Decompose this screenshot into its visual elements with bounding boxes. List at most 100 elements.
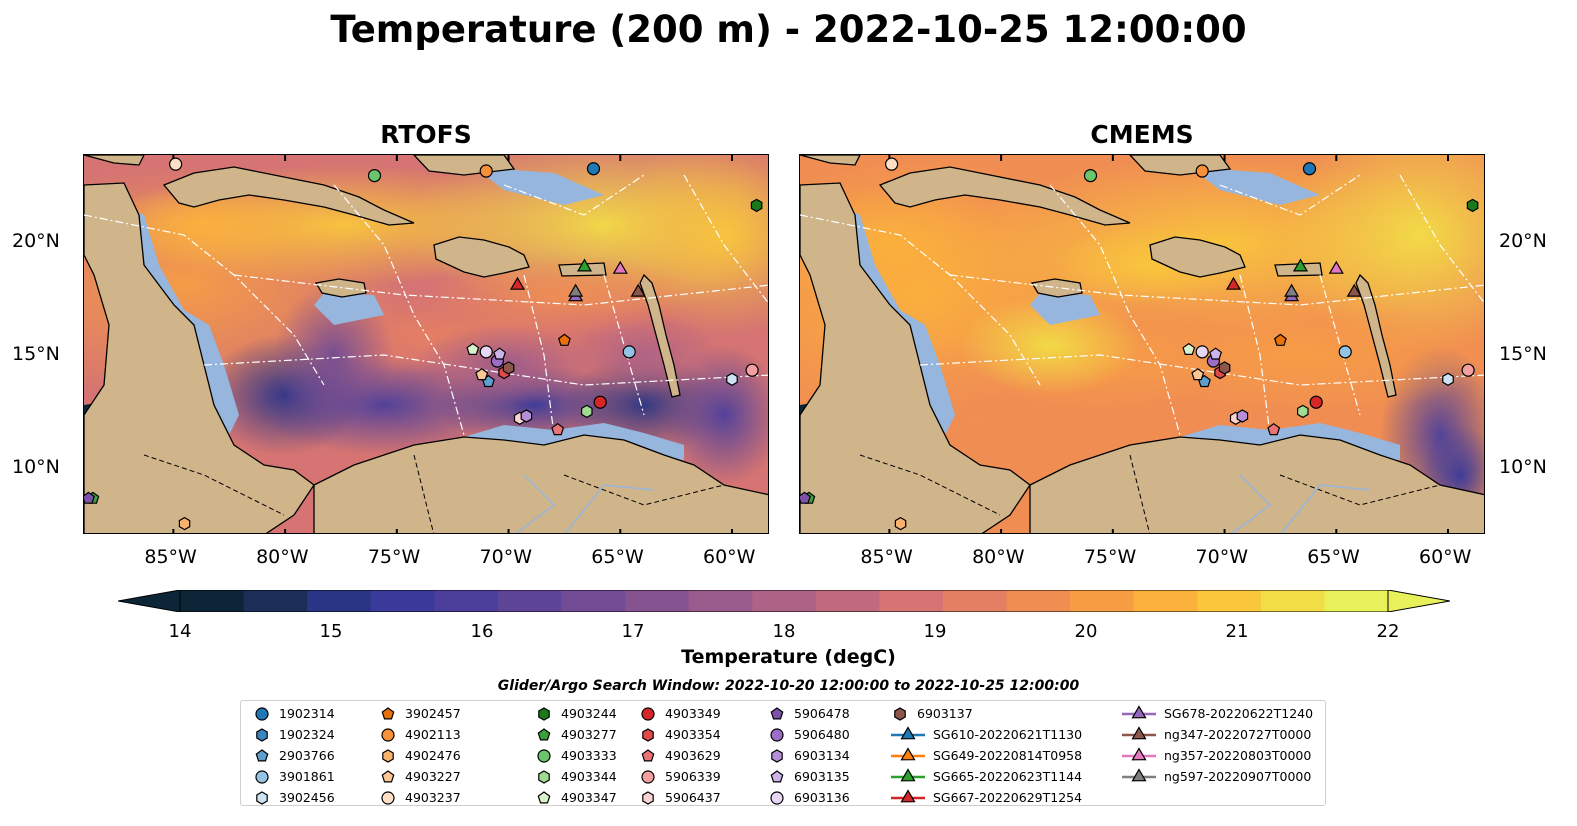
y-tick-label-right: 10°N [1499, 456, 1547, 478]
land-polygon [639, 273, 681, 398]
colorbar-frame [179, 590, 1389, 612]
legend-label: 5906437 [665, 789, 721, 805]
legend-item: 5906478 [768, 704, 850, 722]
eez-boundary-line [233, 274, 768, 306]
observation-marker [1284, 283, 1300, 297]
legend-item: 4902113 [379, 725, 461, 743]
legend-item: SG665-20220623T1144 [891, 767, 1082, 785]
legend-circle-icon [770, 791, 784, 805]
observation-marker [1225, 276, 1242, 290]
observation-marker [612, 260, 628, 274]
legend-item: SG678-20220622T1240 [1122, 704, 1313, 722]
legend-hexagon-icon [538, 770, 550, 784]
observation-marker [1302, 162, 1317, 176]
colorbar-title: Temperature (degC) [681, 646, 896, 668]
observation-marker [630, 283, 646, 297]
shallow-shelf-area [474, 167, 604, 205]
legend-item: SG667-20220629T1254 [891, 788, 1082, 806]
legend-line-triangle-icon [1122, 705, 1156, 719]
colorbar-segment [497, 590, 563, 612]
legend-label: 4903629 [665, 747, 721, 763]
legend-label: 4903347 [561, 789, 617, 805]
legend-item: ng347-20220727T0000 [1122, 725, 1311, 743]
temperature-field-patch [1100, 295, 1484, 415]
x-tick-label: 70°W [1195, 546, 1249, 568]
observation-marker [581, 404, 593, 419]
river-line [1231, 474, 1272, 533]
observation-marker [479, 345, 493, 359]
legend-label: 3901861 [279, 768, 335, 784]
legend-circle-icon [255, 707, 269, 721]
legend-item: 6903135 [768, 767, 850, 785]
land-polygon [1029, 434, 1484, 533]
colorbar-tick-label: 17 [621, 621, 645, 642]
colorbar-tick-label: 21 [1225, 621, 1249, 642]
eez-boundary-line [1399, 174, 1484, 304]
legend-label: 4903349 [665, 705, 721, 721]
observation-marker [1461, 363, 1475, 377]
y-tick-label-right: 15°N [1499, 343, 1547, 365]
legend-item: 5906437 [639, 788, 721, 806]
map-panel-cmems [799, 154, 1485, 534]
legend-circle-icon [641, 707, 655, 721]
map-canvas-rtofs [84, 155, 768, 533]
legend-hexagon-icon [256, 728, 268, 742]
observation-marker [1292, 258, 1309, 272]
legend-line-triangle-icon [1122, 726, 1156, 740]
observation-marker [622, 345, 636, 359]
observation-marker [750, 198, 763, 213]
legend-line-triangle-icon [891, 726, 925, 740]
figure-title: Temperature (200 m) - 2022-10-25 12:00:0… [330, 8, 1247, 51]
legend-label: 6903134 [794, 747, 850, 763]
legend-circle-icon [537, 749, 551, 763]
legend-item: 1902324 [253, 725, 335, 743]
legend-line-triangle-icon [891, 768, 925, 782]
legend-item: 2903766 [253, 746, 335, 764]
legend-line-triangle-icon [1122, 747, 1156, 761]
legend-item: 3902457 [379, 704, 461, 722]
legend-item: 4903227 [379, 767, 461, 785]
shallow-shelf-area [314, 293, 384, 325]
observation-marker [1267, 422, 1281, 436]
x-tick-label: 85°W [860, 546, 913, 568]
colorbar-segment [1197, 590, 1262, 612]
land-polygon [313, 434, 768, 533]
colorbar-segment [370, 590, 435, 612]
legend-label: ng347-20220727T0000 [1164, 726, 1312, 742]
land-polygon [800, 182, 1031, 533]
colorbar-tick-label: 22 [1376, 621, 1400, 642]
observation-marker [466, 342, 480, 355]
observation-marker [475, 368, 489, 381]
legend-label: SG649-20220814T0958 [933, 747, 1083, 763]
legend-hexagon-icon [538, 707, 550, 721]
observation-marker [1328, 260, 1344, 274]
legend-item: 5906339 [639, 767, 721, 785]
land-polygon [162, 166, 415, 226]
legend-label: 4903333 [561, 747, 617, 763]
colorbar-segment [1133, 590, 1198, 612]
shallow-shelf-area [1030, 293, 1100, 325]
eez-boundary-line [949, 274, 1484, 306]
legend-label: 4903244 [561, 705, 617, 721]
legend-hexagon-icon [771, 749, 783, 763]
temperature-field-patch [564, 315, 724, 395]
temperature-field-patch [274, 285, 394, 425]
observation-marker [1273, 333, 1287, 346]
legend-pentagon-icon [381, 707, 395, 720]
legend-item: 3901861 [253, 767, 335, 785]
legend-item: 1902314 [253, 704, 335, 722]
legend-hexagon-icon [642, 728, 654, 742]
colorbar-tick-label: 19 [923, 621, 947, 642]
observation-marker [178, 516, 191, 531]
colorbar-tick-label: 16 [470, 621, 494, 642]
legend-label: 5906480 [794, 726, 850, 742]
observation-marker [894, 516, 907, 531]
legend-label: 4903237 [405, 789, 461, 805]
legend-label: SG665-20220623T1144 [933, 768, 1083, 784]
observation-marker [885, 157, 899, 171]
colorbar-segment [815, 590, 880, 612]
legend-item: 4903629 [639, 746, 721, 764]
legend-label: 4902476 [405, 747, 461, 763]
legend-pentagon-icon [537, 791, 551, 804]
legend-circle-icon [641, 770, 655, 784]
